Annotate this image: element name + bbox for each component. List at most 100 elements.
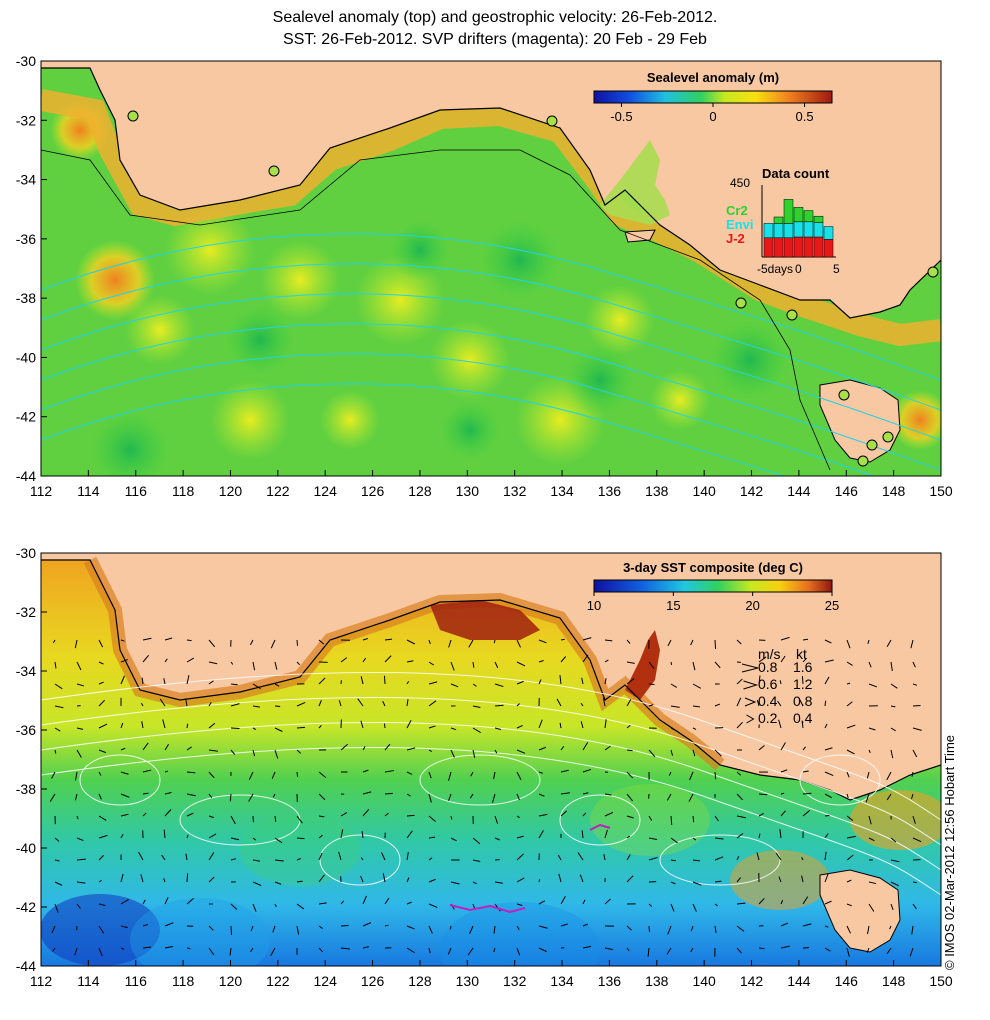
velocity-vector	[428, 681, 438, 685]
velocity-vector	[801, 720, 804, 729]
velocity-vector	[714, 771, 717, 780]
lat-tick-label: -32	[16, 604, 36, 620]
velocity-vector	[736, 902, 746, 905]
velocity-vector	[494, 881, 503, 884]
velocity-vector	[428, 947, 431, 954]
velocity-vector	[51, 925, 56, 934]
velocity-vector	[736, 678, 743, 685]
data-count-bar	[763, 223, 774, 239]
velocity-vector	[714, 703, 721, 707]
velocity-vector	[296, 815, 303, 824]
sla-eddy	[585, 285, 655, 355]
lon-tick-label: 114	[77, 483, 100, 499]
velocity-vector	[516, 877, 525, 883]
velocity-vector	[692, 837, 697, 841]
lon-tick-label: 118	[172, 483, 195, 499]
velocity-vector	[185, 698, 188, 707]
velocity-vector	[428, 815, 436, 822]
velocity-vector	[74, 771, 78, 781]
velocity-vector	[890, 661, 893, 671]
velocity-vector	[714, 639, 717, 650]
lon-tick-label: 122	[266, 483, 290, 499]
velocity-vector	[758, 793, 768, 796]
sla-contour-line	[41, 383, 786, 476]
velocity-vector	[450, 837, 457, 842]
velocity-vector	[120, 813, 129, 817]
bottom-longitude-ticks: 112 114 116 118 120 122 124 126 128 130 132 134 136 1…	[30, 960, 953, 989]
lon-tick-label: 128	[408, 973, 432, 989]
velocity-vector	[98, 947, 103, 957]
velocity-vector	[780, 655, 786, 663]
velocity-vector	[582, 637, 592, 641]
lon-tick-label: 116	[125, 973, 148, 989]
velocity-vector	[186, 812, 194, 817]
velocity-vector	[428, 771, 432, 779]
velocity-vector	[582, 945, 592, 949]
velocity-vector	[886, 947, 892, 955]
velocity-vector	[648, 837, 658, 841]
velocity-vector	[141, 677, 144, 685]
velocity-vector	[74, 793, 78, 801]
velocity-vector	[538, 878, 541, 883]
velocity-vector	[912, 815, 916, 824]
velocity-vector	[208, 680, 214, 685]
velocity-vector	[318, 902, 327, 905]
velocity-vector	[736, 833, 744, 839]
velocity-vector	[270, 947, 276, 956]
velocity-vector	[467, 947, 474, 956]
velocity-vector	[582, 654, 589, 663]
velocity-vector	[868, 815, 872, 825]
velocity-vector	[428, 661, 435, 666]
velocity-vector	[780, 945, 790, 949]
velocity-vector	[98, 661, 104, 665]
velocity-vector	[296, 726, 306, 729]
bottom-map-frame	[40, 552, 942, 967]
velocity-vector	[296, 701, 306, 707]
velocity-vector	[692, 727, 697, 730]
velocity-vector	[890, 881, 900, 887]
velocity-vector	[604, 947, 613, 951]
colorbar-tick-label: 20	[745, 598, 759, 613]
velocity-vector	[736, 771, 742, 776]
velocity-vector	[362, 922, 372, 927]
coastal-anomaly-band	[41, 89, 941, 347]
velocity-vector	[186, 793, 196, 797]
velocity-vector	[428, 857, 433, 861]
lon-tick-label: 112	[30, 973, 53, 989]
lon-tick-label: 138	[645, 483, 669, 499]
data-count-bar	[793, 221, 804, 238]
velocity-vector	[912, 661, 916, 668]
velocity-vector	[76, 661, 82, 671]
velocity-vector	[824, 659, 834, 663]
lon-tick-label: 112	[30, 483, 53, 499]
velocity-vector	[670, 661, 673, 666]
velocity-vector	[186, 834, 189, 839]
velocity-vector	[252, 661, 256, 671]
velocity-vector	[406, 681, 410, 685]
velocity-vector	[780, 922, 789, 927]
velocity-vector	[538, 947, 547, 953]
data-count-bar	[803, 210, 814, 223]
velocity-vector	[581, 830, 584, 839]
velocity-vector	[470, 771, 474, 777]
tide-gauge-marker	[546, 115, 558, 127]
velocity-vector	[778, 719, 782, 729]
velocity-vector	[208, 815, 215, 819]
velocity-vector	[714, 749, 722, 757]
velocity-vector	[250, 639, 254, 646]
velocity-vector	[208, 833, 217, 839]
velocity-vector	[274, 683, 280, 687]
velocity-vector	[120, 639, 125, 642]
velocity-vector	[450, 815, 453, 820]
velocity-vector	[538, 813, 548, 817]
velocity-vector	[516, 661, 526, 667]
velocity-vector	[756, 852, 760, 861]
velocity-vector	[846, 815, 854, 822]
velocity-vector	[798, 697, 804, 707]
velocity-vector	[756, 699, 760, 707]
velocity-arrow-sample	[743, 680, 759, 690]
velocity-vector	[274, 859, 284, 862]
velocity-vector	[648, 925, 651, 933]
velocity-legend-ms: 0.2	[758, 710, 778, 726]
velocity-vector	[648, 749, 656, 758]
